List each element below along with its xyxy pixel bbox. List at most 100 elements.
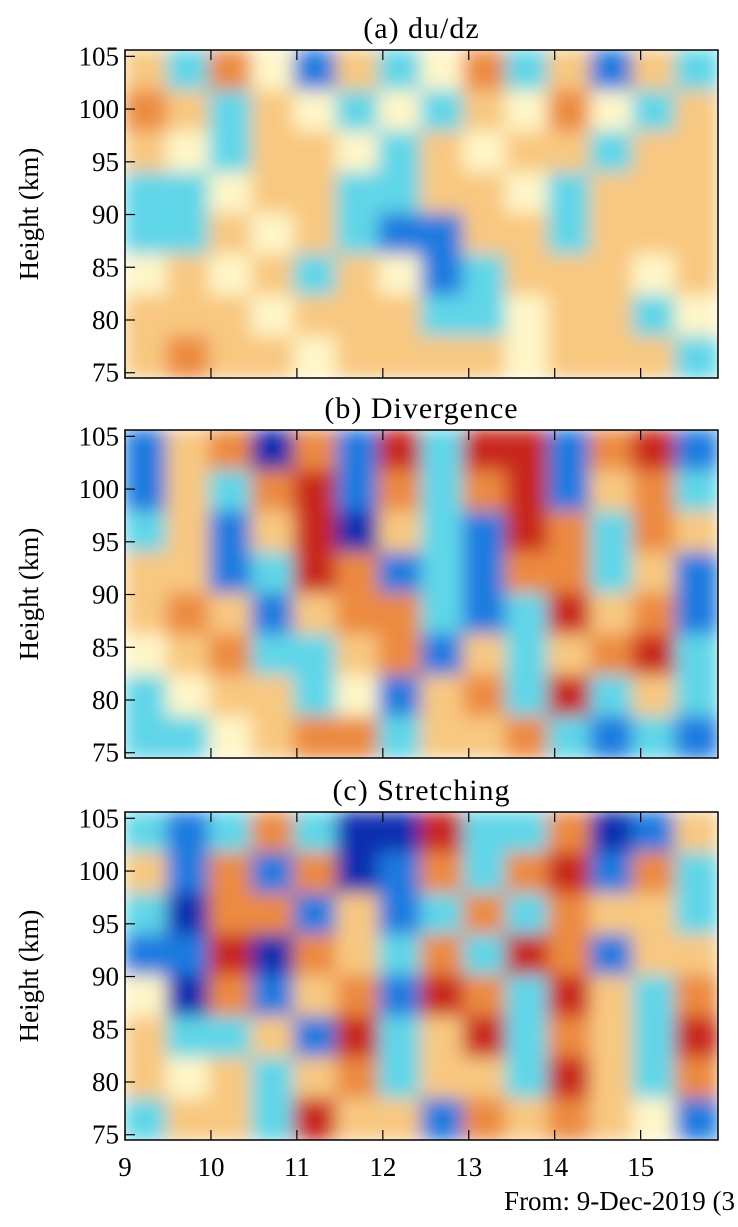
heat-cell — [335, 511, 381, 554]
heat-cell — [166, 254, 211, 297]
heat-cell — [462, 975, 508, 1018]
heat-cell — [335, 90, 381, 133]
heat-cell — [505, 254, 550, 297]
y-tick-label: 95 — [92, 147, 119, 177]
x-tick-label: 9 — [118, 1152, 132, 1182]
heat-cell — [674, 90, 718, 133]
heatmap — [125, 812, 718, 1140]
panel-title: (b) Divergence — [324, 392, 518, 425]
heat-cell — [251, 90, 296, 133]
heat-cell — [674, 50, 718, 92]
heat-cell — [632, 295, 677, 338]
heat-cell — [462, 90, 508, 133]
heat-cell — [293, 1098, 338, 1140]
heat-cell — [251, 716, 296, 758]
heat-cell — [378, 172, 423, 215]
heat-cell — [166, 213, 211, 256]
heat-cell — [251, 213, 296, 256]
heat-cell — [335, 1057, 381, 1100]
heat-cell — [125, 675, 169, 718]
heat-cell — [208, 716, 254, 758]
heat-cell — [589, 675, 635, 718]
heat-cell — [505, 511, 550, 554]
y-tick-label: 85 — [92, 1014, 119, 1044]
heat-cell — [632, 812, 677, 854]
heat-cell — [251, 50, 296, 92]
heat-cell — [335, 675, 381, 718]
heat-cell — [632, 934, 677, 977]
heat-cell — [632, 975, 677, 1018]
heat-cell — [547, 295, 592, 338]
heat-cell — [505, 1057, 550, 1100]
heat-cell — [505, 213, 550, 256]
heat-cell — [674, 934, 718, 977]
heat-cell — [420, 90, 465, 133]
heat-cell — [208, 336, 254, 378]
heat-cell — [208, 593, 254, 636]
heat-cell — [335, 50, 381, 92]
heat-cell — [251, 893, 296, 936]
heat-cell — [632, 893, 677, 936]
heat-cell — [674, 430, 718, 472]
heat-cell — [420, 1057, 465, 1100]
heat-cell — [505, 852, 550, 895]
heat-cell — [547, 552, 592, 595]
heat-cell — [208, 934, 254, 977]
heat-cell — [166, 675, 211, 718]
heat-cell — [632, 593, 677, 636]
heat-cell — [208, 470, 254, 513]
heat-cell — [462, 430, 508, 472]
heat-cell — [505, 50, 550, 92]
heat-cell — [378, 295, 423, 338]
heat-cell — [505, 295, 550, 338]
heat-cell — [208, 634, 254, 677]
heat-cell — [335, 934, 381, 977]
heat-cell — [589, 1057, 635, 1100]
heat-cell — [166, 1016, 211, 1059]
heat-cell — [293, 675, 338, 718]
heat-cell — [335, 336, 381, 378]
heat-cell — [251, 511, 296, 554]
heat-cell — [589, 50, 635, 92]
heat-cell — [166, 430, 211, 472]
y-tick-label: 90 — [92, 962, 119, 992]
heat-cell — [208, 893, 254, 936]
heat-cell — [589, 934, 635, 977]
heat-cell — [462, 675, 508, 718]
heat-cell — [125, 634, 169, 677]
heat-cell — [166, 90, 211, 133]
heat-cell — [166, 552, 211, 595]
heat-cell — [462, 852, 508, 895]
heat-cell — [632, 634, 677, 677]
heat-cell — [378, 1098, 423, 1140]
heat-cell — [125, 716, 169, 758]
heat-cell — [208, 172, 254, 215]
heat-cell — [335, 470, 381, 513]
heat-cell — [208, 812, 254, 854]
heat-cell — [547, 1016, 592, 1059]
heat-cell — [293, 934, 338, 977]
panel-title: (a) du/dz — [363, 12, 479, 45]
heat-cell — [378, 634, 423, 677]
heat-cell — [293, 893, 338, 936]
heat-cell — [251, 295, 296, 338]
heat-cell — [166, 634, 211, 677]
heat-cell — [166, 50, 211, 92]
heat-cell — [208, 511, 254, 554]
heat-cell — [674, 552, 718, 595]
heat-cell — [378, 90, 423, 133]
heat-cell — [293, 90, 338, 133]
heat-cell — [674, 893, 718, 936]
heat-cell — [589, 593, 635, 636]
y-tick-label: 85 — [92, 252, 119, 282]
heat-cell — [589, 336, 635, 378]
heat-cell — [166, 716, 211, 758]
heat-cell — [125, 470, 169, 513]
heat-cell — [674, 1057, 718, 1100]
heat-cell — [547, 254, 592, 297]
heat-cell — [335, 430, 381, 472]
heat-cell — [378, 975, 423, 1018]
heat-cell — [166, 470, 211, 513]
heat-cell — [547, 634, 592, 677]
y-axis-label: Height (km) — [14, 528, 44, 661]
